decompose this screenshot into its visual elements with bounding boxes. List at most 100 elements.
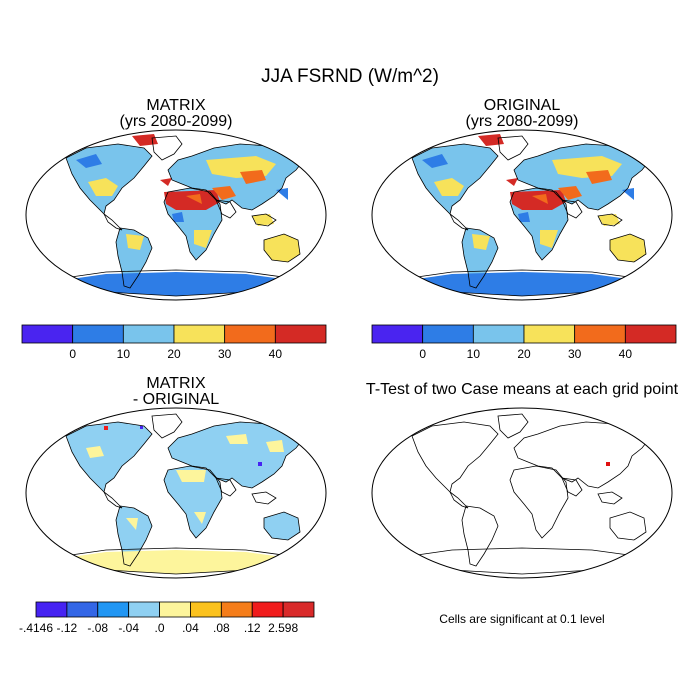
field-cell [410, 272, 636, 296]
colorbar-swatch [472, 324, 525, 344]
significant-cell [606, 462, 610, 466]
field-cell [266, 440, 284, 452]
field-cell [164, 190, 220, 210]
field-cell [510, 190, 566, 210]
field-cell [88, 178, 118, 196]
colorbar-label: 2.598 [268, 621, 298, 635]
colorbar-label: .08 [213, 621, 230, 635]
panel-title-ttest: T-Test of two Case means at each grid po… [365, 381, 679, 398]
colorbar-swatch [282, 601, 315, 618]
coastline [409, 413, 651, 575]
map-panel-matrix [25, 129, 327, 301]
colorbar-label: 10 [117, 347, 131, 361]
field-cell [598, 214, 620, 226]
colorbar-swatch [173, 324, 226, 344]
field-cell [116, 506, 152, 566]
field-cell [258, 462, 262, 466]
colorbar-label: 0 [69, 347, 76, 361]
field-cell [172, 212, 184, 222]
colorbar-swatch [35, 601, 68, 618]
field-cell [132, 134, 158, 146]
field-cell [610, 234, 646, 262]
map-border [371, 407, 673, 579]
colorbar-swatch [224, 324, 276, 344]
field-cell [226, 434, 248, 444]
field-cell [160, 178, 172, 186]
field-cell [472, 234, 490, 250]
panel-title-difference: MATRIX - ORIGINAL [26, 376, 326, 408]
colorbar-label: .04 [182, 621, 199, 635]
field-cell [434, 178, 464, 196]
colorbar-swatch [66, 601, 99, 618]
field-cell [164, 466, 222, 538]
field-cell [240, 170, 266, 184]
colorbar-original: 0 10 20 30 40 [371, 324, 677, 361]
colorbar-label: 10 [467, 347, 481, 361]
field-cell [76, 154, 102, 168]
colorbar-label: -.04 [118, 621, 139, 635]
colorbar-swatch [97, 601, 130, 618]
colorbar-swatch [523, 324, 576, 344]
colorbar-swatch [274, 324, 327, 344]
colorbar-label: 20 [167, 347, 181, 361]
map-panel-difference [25, 407, 327, 579]
map-panel-ttest [371, 407, 673, 579]
colorbar-label: -.08 [87, 621, 108, 635]
panel-title-line1: MATRIX [146, 97, 206, 114]
map-border [371, 129, 673, 301]
field-cell [212, 186, 236, 200]
colorbar-matrix: 0 10 20 30 40 [21, 324, 327, 361]
field-cell [126, 518, 138, 530]
colorbar-swatch [21, 324, 74, 344]
colorbar-swatch [574, 324, 626, 344]
panel-title-original: ORIGINAL (yrs 2080-2099) [372, 98, 672, 130]
field-cell [478, 134, 504, 146]
colorbar-label: 30 [218, 347, 232, 361]
field-cell [194, 230, 212, 248]
field-cell [176, 470, 206, 482]
field-cell [518, 212, 530, 222]
field-cell [186, 194, 202, 204]
colorbar-swatch [159, 601, 191, 618]
field-cell [194, 512, 206, 524]
colorbar-label: -.4146 [19, 621, 53, 635]
field-cell [168, 422, 304, 488]
map-border [25, 129, 327, 301]
colorbar-swatch [190, 601, 222, 618]
map-border [25, 407, 327, 579]
colorbar-swatch [251, 601, 284, 618]
field-cell [56, 414, 96, 426]
field-cell [532, 194, 548, 204]
field-cell [540, 230, 558, 248]
panel-title-line2: (yrs 2080-2099) [465, 113, 579, 130]
colorbar-label: 20 [517, 347, 531, 361]
field-cell [264, 512, 300, 540]
field-cell [276, 188, 288, 200]
field-cell [86, 446, 104, 458]
colorbar-label: 30 [568, 347, 582, 361]
colorbar-swatch [371, 324, 424, 344]
colorbar-swatch [422, 324, 474, 344]
field-cell [126, 234, 144, 250]
panel-title-line1: MATRIX [146, 375, 206, 392]
colorbar-swatch [128, 601, 160, 618]
colorbar-swatch [624, 324, 677, 344]
field-cell [422, 154, 448, 168]
panel-title-line2: - ORIGINAL [132, 391, 220, 408]
colorbar-label: .12 [244, 621, 261, 635]
colorbar-swatch [72, 324, 124, 344]
field-cell [104, 426, 108, 430]
field-cell [462, 228, 498, 288]
panel-title-line1: ORIGINAL [483, 97, 561, 114]
colorbar-label: .0 [155, 621, 165, 635]
field-cell [558, 186, 582, 200]
colorbar-swatch [220, 601, 253, 618]
panel-title-matrix: MATRIX (yrs 2080-2099) [26, 98, 326, 130]
field-cell [64, 550, 290, 574]
field-cell [252, 214, 274, 226]
colorbar-label: 40 [269, 347, 283, 361]
figure-title: JJA FSRND (W/m^2) [261, 66, 439, 87]
colorbar-label: 0 [419, 347, 426, 361]
field-cell [264, 234, 300, 262]
